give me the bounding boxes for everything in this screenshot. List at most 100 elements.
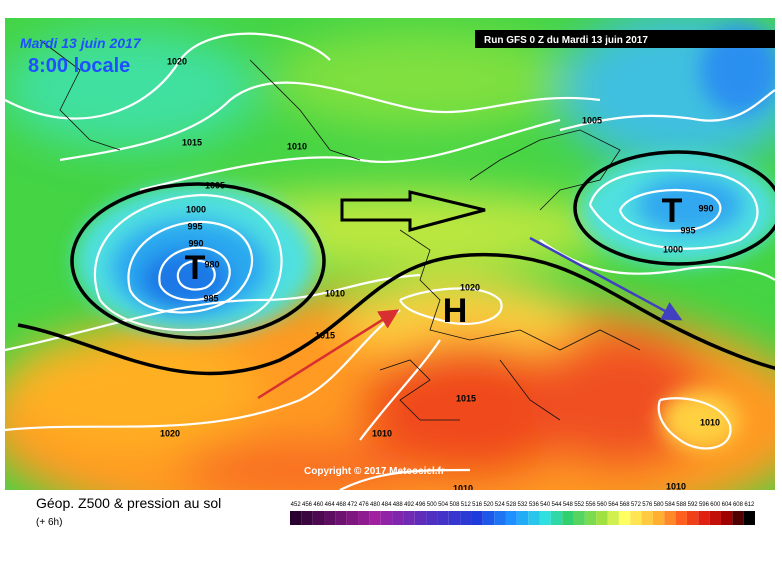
scale-swatch xyxy=(584,511,597,525)
scale-label: 604 xyxy=(722,502,733,508)
scale-swatch xyxy=(675,511,687,525)
color-scale: 452 456 460 464 468 472 476 480 484 488 492 496 500 5… xyxy=(290,502,755,525)
isobar-label: 1010 xyxy=(666,481,686,491)
isobar-label: 1000 xyxy=(663,244,683,254)
scale-label: 596 xyxy=(699,502,710,508)
scale-label: 496 xyxy=(415,502,426,508)
legend-step: (+ 6h) xyxy=(36,517,62,528)
scale-swatch xyxy=(403,511,415,525)
scale-label: 488 xyxy=(393,502,404,508)
isobar-label: 995 xyxy=(680,225,695,235)
scale-swatch xyxy=(312,511,325,525)
isobar-label: 1020 xyxy=(460,282,480,292)
isobar-label: 1010 xyxy=(372,428,392,438)
scale-swatch xyxy=(290,511,302,525)
scale-label: 492 xyxy=(404,502,415,508)
scale-label: 504 xyxy=(438,502,449,508)
scale-label: 452 xyxy=(291,502,302,508)
scale-swatch xyxy=(426,511,438,525)
scale-swatch xyxy=(573,511,585,525)
isobar-label: 1010 xyxy=(453,483,473,493)
scale-label: 588 xyxy=(676,502,687,508)
red-arrow xyxy=(257,309,400,400)
scale-swatch xyxy=(652,511,665,525)
scale-label: 512 xyxy=(461,502,472,508)
scale-swatch xyxy=(618,511,631,525)
isobar-label: 980 xyxy=(204,259,219,269)
scale-label: 612 xyxy=(744,502,755,508)
scale-swatch xyxy=(720,511,733,525)
scale-label: 576 xyxy=(642,502,653,508)
run: Run GFS 0 Z du Mardi 13 juin 2017 xyxy=(484,35,648,46)
scale-label: 480 xyxy=(370,502,381,508)
scale-label: 608 xyxy=(733,502,744,508)
scale-swatch xyxy=(596,511,608,525)
isobar-label: 1010 xyxy=(287,141,307,151)
scale-label: 544 xyxy=(552,502,563,508)
scale-label: 508 xyxy=(449,502,460,508)
scale-label: 600 xyxy=(710,502,721,508)
scale-label: 520 xyxy=(483,502,494,508)
scale-swatch xyxy=(562,511,574,525)
annotations xyxy=(17,150,775,376)
isobar-label: 1000 xyxy=(186,204,206,214)
scale-swatch xyxy=(709,511,721,525)
scale-label: 552 xyxy=(574,502,585,508)
blue-arrow xyxy=(529,236,683,321)
scale-label: 540 xyxy=(540,502,551,508)
scale-label: 464 xyxy=(325,502,336,508)
scale-label: 472 xyxy=(347,502,358,508)
scale-label: 500 xyxy=(427,502,438,508)
scale-swatch xyxy=(392,511,404,525)
scale-swatch xyxy=(448,511,461,525)
scale-label: 568 xyxy=(620,502,631,508)
isobar-label: 1020 xyxy=(160,428,180,438)
scale-swatch xyxy=(686,511,699,525)
scale-label: 556 xyxy=(586,502,597,508)
isobar-label: 1010 xyxy=(700,417,720,427)
isobar-label: 1020 xyxy=(167,56,187,66)
scale-swatch xyxy=(539,511,551,525)
scale-label: 516 xyxy=(472,502,483,508)
scale-label: 536 xyxy=(529,502,540,508)
isobar-labels: 1020 1015 1010 1005 1000 995 990 980 985 T 1010 101… xyxy=(160,56,720,493)
scale-label: 564 xyxy=(608,502,619,508)
scale-label: 460 xyxy=(313,502,324,508)
isobar-label: 990 xyxy=(188,238,203,248)
scale-swatch xyxy=(516,511,529,525)
scale-label: 476 xyxy=(359,502,370,508)
scale-swatch xyxy=(482,511,495,525)
scale-label: 484 xyxy=(381,502,392,508)
scale-label: 532 xyxy=(517,502,528,508)
scale-label: 468 xyxy=(336,502,347,508)
isobar-label: 995 xyxy=(187,221,202,231)
isobar-label: 1015 xyxy=(182,137,202,147)
scale-swatch xyxy=(460,511,472,525)
isobar-label: 1005 xyxy=(582,115,602,125)
scale-swatch xyxy=(335,511,347,525)
isobar-label: 1005 xyxy=(205,180,225,190)
isobar-label: 985 xyxy=(203,293,218,303)
scale-swatch xyxy=(380,511,393,525)
legend-title: Géop. Z500 & pression au sol xyxy=(36,495,221,511)
isobar-label: 1010 xyxy=(325,288,345,298)
scale-swatch xyxy=(494,511,506,525)
scale-label: 580 xyxy=(654,502,665,508)
scale-swatch xyxy=(698,511,710,525)
scale-label: 456 xyxy=(302,502,313,508)
pressure-center: T xyxy=(662,192,683,230)
scale-swatch xyxy=(301,511,313,525)
scale-swatch xyxy=(505,511,517,525)
scale-label: 592 xyxy=(688,502,699,508)
scale-swatch xyxy=(346,511,359,525)
scale-label: 572 xyxy=(631,502,642,508)
map-field: 1020 1015 1010 1005 1000 995 990 980 985 T 1010 101… xyxy=(5,18,775,493)
scale-swatch xyxy=(437,511,449,525)
scale-swatch xyxy=(358,511,370,525)
coastlines xyxy=(39,39,641,421)
isobar-label: 990 xyxy=(698,203,713,213)
scale-swatch xyxy=(324,511,336,525)
scale-label: 528 xyxy=(506,502,517,508)
scale-swatch xyxy=(414,511,427,525)
